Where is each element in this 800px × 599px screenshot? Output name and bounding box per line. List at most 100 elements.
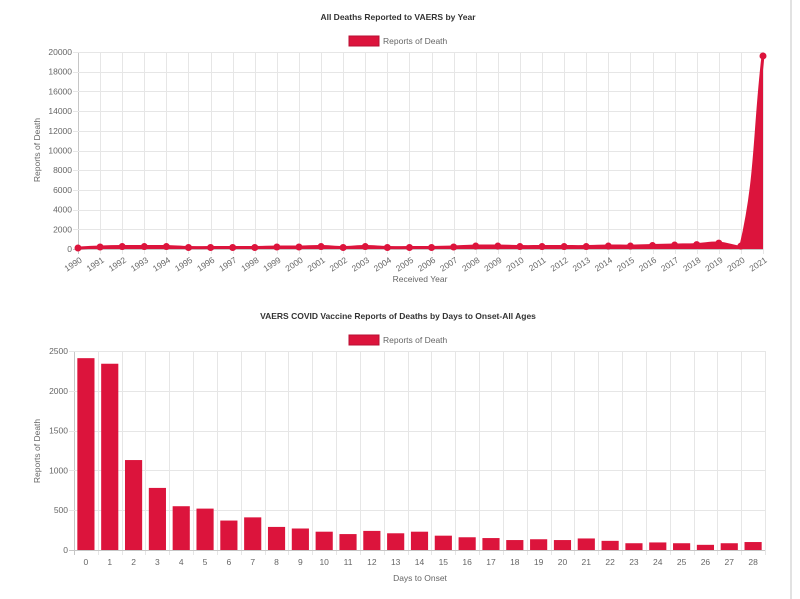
bar-day-8 (267, 526, 286, 550)
bars (77, 358, 762, 550)
x-tick-label: 2019 (703, 255, 725, 274)
x-tick-label: 9 (298, 557, 303, 567)
chart-title: VAERS COVID Vaccine Reports of Deaths by… (260, 311, 536, 321)
x-tick-label: 27 (725, 557, 735, 567)
deaths-by-year-chart: All Deaths Reported to VAERS by Year Rep… (32, 12, 769, 284)
bar-day-12 (363, 530, 381, 550)
x-axis-title: Days to Onset (393, 573, 447, 583)
x-tick-label: 2016 (637, 255, 659, 274)
data-point-2005 (405, 244, 413, 252)
x-tick-label: 2017 (659, 255, 681, 274)
data-point-2017 (671, 241, 679, 249)
data-point-1996 (207, 244, 215, 252)
y-tick-label: 500 (54, 505, 68, 515)
y-tick-label: 1500 (49, 426, 68, 436)
y-tick-label: 4000 (53, 205, 72, 215)
x-tick-label: 2020 (725, 255, 747, 274)
bar-day-5 (196, 508, 214, 550)
x-tick-label: 10 (319, 557, 329, 567)
vertical-grid-lines (78, 52, 764, 254)
x-tick-label: 11 (344, 557, 353, 567)
x-tick-label: 2010 (504, 255, 526, 274)
bar-day-17 (482, 538, 500, 550)
legend-swatch (348, 35, 380, 47)
x-tick-label: 2012 (549, 255, 571, 274)
data-point-1999 (273, 243, 281, 251)
y-tick-label: 0 (67, 244, 72, 254)
deaths-by-year-plot-area: 1990 1991 1992 1993 1994 1995 1996 1997 1998 1999… (48, 47, 769, 273)
data-point-2020 (737, 242, 745, 250)
y-tick-label: 18000 (48, 67, 72, 77)
x-tick-label: 2013 (571, 255, 593, 274)
data-point-2010 (516, 243, 524, 251)
page-right-edge (790, 0, 792, 599)
data-points (74, 52, 767, 252)
bar-day-15 (434, 535, 452, 550)
data-point-2014 (604, 242, 612, 250)
data-point-2002 (339, 244, 347, 252)
horizontal-grid-lines (73, 52, 763, 250)
deaths-by-onset-plot-area: 0 1 2 3 4 5 6 7 8 9 10 11 12 13 14 15 16 17 18 19 20 21 22 23 24… (49, 346, 766, 567)
x-tick-label: 2011 (527, 255, 548, 273)
data-point-1997 (229, 244, 237, 252)
x-tick-label: 2002 (328, 255, 350, 274)
x-tick-label: 12 (367, 557, 377, 567)
x-tick-label: 0 (84, 557, 89, 567)
x-tick-label: 2008 (460, 255, 482, 274)
x-tick-label: 1992 (107, 255, 129, 274)
bar-day-20 (553, 540, 572, 550)
data-point-2006 (428, 244, 436, 252)
legend-item-reports-of-death[interactable]: Reports of Death (348, 334, 448, 346)
y-tick-label: 6000 (53, 185, 72, 195)
x-tick-label: 2004 (372, 255, 394, 274)
bar-day-16 (458, 537, 476, 550)
deaths-by-days-to-onset-chart: VAERS COVID Vaccine Reports of Deaths by… (32, 311, 766, 583)
x-tick-label: 21 (582, 557, 592, 567)
x-tick-label: 18 (510, 557, 520, 567)
bar-day-7 (244, 517, 262, 550)
bar-day-14 (410, 531, 429, 550)
x-tick-label: 2005 (394, 255, 416, 274)
x-tick-label: 15 (439, 557, 449, 567)
bar-day-21 (577, 538, 595, 550)
x-tick-label: 2000 (283, 255, 305, 274)
bar-day-0 (77, 358, 95, 550)
chart-title: All Deaths Reported to VAERS by Year (320, 12, 476, 22)
x-tick-label: 1994 (151, 255, 173, 274)
bar-day-27 (720, 543, 738, 550)
x-tick-label: 1991 (85, 255, 107, 274)
y-tick-label: 0 (63, 545, 68, 555)
bar-day-11 (339, 534, 357, 550)
x-tick-label: 7 (250, 557, 255, 567)
data-point-2016 (649, 242, 657, 250)
y-tick-label: 2500 (49, 346, 68, 356)
x-tick-label: 1993 (129, 255, 151, 274)
bar-day-9 (291, 528, 309, 550)
x-tick-label: 2018 (681, 255, 703, 274)
x-tick-label: 16 (462, 557, 472, 567)
y-tick-label: 14000 (48, 106, 72, 116)
x-tick-label: 17 (486, 557, 496, 567)
y-tick-label: 10000 (48, 146, 72, 156)
bar-day-18 (506, 540, 524, 550)
x-tick-label: 2003 (350, 255, 372, 274)
x-tick-label: 20 (558, 557, 568, 567)
y-tick-label: 2000 (53, 224, 72, 234)
x-tick-label: 4 (179, 557, 184, 567)
bar-day-23 (625, 543, 643, 550)
bar-day-19 (530, 539, 548, 550)
data-point-2004 (383, 244, 391, 252)
x-axis-tick-labels: 1990 1991 1992 1993 1994 1995 1996 1997 1998 1999… (62, 255, 769, 274)
legend-item-reports-of-death[interactable]: Reports of Death (348, 35, 448, 47)
x-tick-label: 23 (629, 557, 639, 567)
x-tick-label: 13 (391, 557, 401, 567)
data-point-1990 (74, 244, 82, 252)
x-tick-label: 2006 (416, 255, 438, 274)
bar-day-10 (315, 531, 333, 550)
x-tick-label: 14 (415, 557, 425, 567)
legend-label: Reports of Death (383, 335, 448, 345)
bar-day-24 (649, 542, 667, 550)
legend-label: Reports of Death (383, 36, 448, 46)
bar-day-4 (172, 506, 190, 550)
y-tick-label: 1000 (49, 465, 68, 475)
